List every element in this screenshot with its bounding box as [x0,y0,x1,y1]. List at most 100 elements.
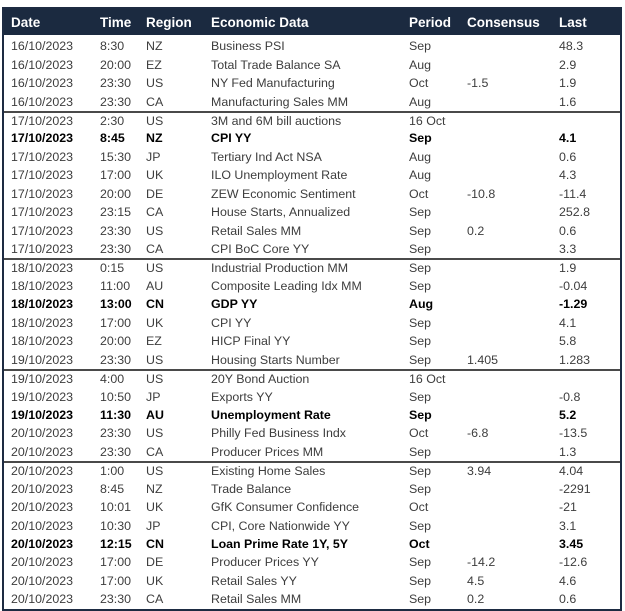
table-row: 17/10/2023 17:00 UK ILO Unemployment Rat… [4,166,620,185]
cell-period: Sep [409,352,432,367]
cell-last: 48.3 [559,39,584,54]
cell-economic-data: CPI BoC Core YY [211,242,310,257]
cell-economic-data: ZEW Economic Sentiment [211,186,356,201]
cell-region: JP [146,518,161,533]
table-row: 17/10/2023 8:45 NZ CPI YY Sep 4.1 [4,129,620,148]
table-row: 16/10/2023 8:30 NZ Business PSI Sep 48.3 [4,37,620,56]
cell-period: Oct [409,426,429,441]
cell-period: Aug [409,297,434,312]
cell-region: CA [146,94,164,109]
cell-economic-data: Retail Sales MM [211,592,302,607]
cell-last: -2291 [559,481,591,496]
cell-economic-data: HICP Final YY [211,334,291,349]
cell-date: 20/10/2023 [11,518,74,533]
table-row: 16/10/2023 20:00 EZ Total Trade Balance … [4,55,620,74]
cell-region: CA [146,205,164,220]
table-row: 19/10/2023 11:30 AU Unemployment Rate Se… [4,405,620,425]
cell-last: -21 [559,500,577,515]
cell-period: Sep [409,389,432,404]
cell-period: Aug [409,168,432,183]
table-row: 20/10/2023 17:00 DE Producer Prices YY S… [4,553,620,572]
cell-time: 23:30 [100,444,132,459]
cell-period: Oct [409,186,429,201]
cell-region: UK [146,168,164,183]
table-row: 20/10/2023 8:45 NZ Trade Balance Sep -22… [4,479,620,498]
cell-last: -13.5 [559,426,588,441]
cell-period: Sep [409,223,432,238]
cell-time: 13:00 [100,297,132,312]
cell-region: US [146,352,164,367]
cell-time: 4:00 [100,372,125,387]
table-row: 20/10/2023 10:30 JP CPI, Core Nationwide… [4,516,620,535]
cell-period: Sep [409,481,432,496]
cell-economic-data: 3M and 6M bill auctions [211,113,342,128]
cell-time: 23:30 [100,426,132,441]
column-header-date: Date [11,14,41,30]
cell-region: DE [146,555,164,570]
cell-date: 17/10/2023 [11,205,74,220]
column-header-time: Time [100,14,132,30]
cell-period: Sep [409,315,432,330]
cell-period: Sep [409,518,432,533]
cell-date: 20/10/2023 [11,464,74,479]
cell-economic-data: Exports YY [211,389,273,404]
table-body: 16/10/2023 8:30 NZ Business PSI Sep 48.3… [4,37,620,609]
cell-time: 8:30 [100,39,125,54]
cell-period: Sep [409,334,432,349]
cell-consensus: 0.2 [467,592,485,607]
cell-date: 20/10/2023 [11,481,74,496]
cell-time: 12:15 [100,537,132,552]
cell-date: 17/10/2023 [11,131,74,146]
table-row: 20/10/2023 1:00 US Existing Home Sales S… [4,461,620,480]
table-row: 20/10/2023 23:30 CA Retail Sales MM Sep … [4,590,620,609]
table-row: 18/10/2023 13:00 CN GDP YY Aug -1.29 [4,295,620,314]
cell-economic-data: Manufacturing Sales MM [211,94,349,109]
cell-period: Aug [409,149,432,164]
cell-region: US [146,372,164,387]
cell-last: 5.8 [559,334,577,349]
cell-period: Sep [409,464,432,479]
cell-consensus: 0.2 [467,223,485,238]
cell-economic-data: Industrial Production MM [211,261,349,276]
cell-economic-data: NY Fed Manufacturing [211,76,335,91]
table-row: 20/10/2023 12:15 CN Loan Prime Rate 1Y, … [4,534,620,554]
cell-date: 17/10/2023 [11,186,74,201]
cell-period: Sep [409,407,432,422]
cell-consensus: -1.5 [467,76,489,91]
cell-date: 17/10/2023 [11,242,74,257]
cell-consensus: 1.405 [467,352,499,367]
cell-region: NZ [146,481,163,496]
cell-region: JP [146,149,161,164]
cell-date: 18/10/2023 [11,278,74,293]
cell-economic-data: CPI YY [211,131,252,146]
cell-time: 15:30 [100,149,132,164]
cell-time: 20:00 [100,186,132,201]
cell-date: 20/10/2023 [11,426,74,441]
cell-last: 1.9 [559,76,577,91]
cell-economic-data: Total Trade Balance SA [211,57,341,72]
cell-time: 2:30 [100,113,125,128]
cell-economic-data: Unemployment Rate [211,407,331,422]
cell-last: 3.1 [559,518,577,533]
cell-last: 1.9 [559,261,577,276]
cell-economic-data: CPI YY [211,315,252,330]
table-row: 18/10/2023 20:00 EZ HICP Final YY Sep 5.… [4,332,620,351]
cell-region: AU [146,278,164,293]
table-row: 20/10/2023 23:30 CA Producer Prices MM S… [4,442,620,462]
cell-region: NZ [146,39,163,54]
cell-economic-data: Philly Fed Business Indx [211,426,346,441]
cell-time: 11:30 [100,407,132,422]
cell-region: UK [146,315,164,330]
cell-region: US [146,464,164,479]
cell-time: 20:00 [100,57,132,72]
cell-time: 17:00 [100,555,132,570]
cell-consensus: 4.5 [467,573,485,588]
cell-economic-data: GfK Consumer Confidence [211,500,360,515]
cell-region: US [146,76,164,91]
cell-date: 19/10/2023 [11,407,74,422]
cell-time: 23:30 [100,223,132,238]
cell-time: 20:00 [100,334,132,349]
cell-last: 4.04 [559,464,584,479]
cell-time: 1:00 [100,464,125,479]
cell-time: 23:30 [100,592,132,607]
